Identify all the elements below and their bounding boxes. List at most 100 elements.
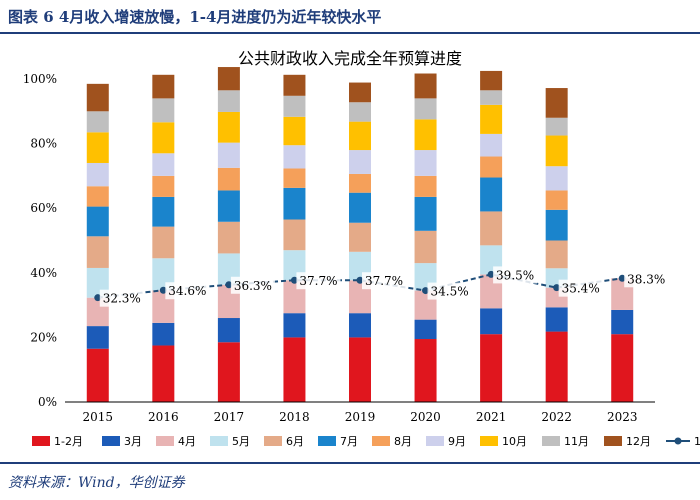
bar-segment (217, 67, 240, 91)
bar-segment (349, 173, 371, 193)
data-label-bg (362, 272, 406, 290)
bar-segment (283, 219, 306, 251)
figure-title: 图表 6 4月收入增速放慢，1-4月进度仍为近年较快水平 (8, 8, 382, 26)
x-tick-label: 2020 (410, 410, 441, 424)
bar-segment (349, 121, 371, 151)
bar-segment (217, 111, 240, 143)
bar-segment (349, 313, 371, 338)
x-tick-label: 2022 (541, 410, 572, 424)
bar-segment (414, 339, 437, 402)
legend-label: 6月 (286, 435, 304, 448)
bar-segment (283, 187, 306, 220)
data-label-bg (165, 282, 210, 300)
bar-segment (545, 166, 568, 191)
bar-segment (217, 90, 240, 112)
line-point (553, 284, 561, 292)
x-tick-label: 2016 (148, 410, 179, 424)
y-tick-label: 20% (30, 330, 57, 344)
bar-segment (349, 82, 371, 103)
figure-header: 图表 6 4月收入增速放慢，1-4月进度仍为近年较快水平 (0, 0, 700, 34)
figure-footer: 资料来源：Wind，华创证券 (0, 462, 700, 500)
bar-segment (152, 322, 175, 346)
bar-segment (283, 145, 306, 169)
y-tick-label: 40% (30, 266, 57, 280)
data-label-bg (99, 289, 144, 307)
legend-swatch (604, 436, 622, 446)
line-point (487, 270, 495, 278)
data-label: 35.4% (562, 282, 600, 296)
bar-segment (414, 119, 437, 151)
bar-segment (152, 74, 175, 99)
data-label: 39.5% (496, 268, 534, 282)
bar-segment (349, 102, 371, 122)
legend-label: 8月 (394, 435, 412, 448)
bar-segment (480, 156, 503, 178)
bar-segment (414, 98, 437, 120)
legend-swatch (372, 436, 390, 446)
data-label: 34.5% (430, 285, 468, 299)
bar-segment (545, 117, 568, 136)
data-label-bg (624, 270, 669, 288)
legend-swatch (426, 436, 444, 446)
bar-segment (217, 342, 240, 402)
line-point (356, 276, 364, 284)
bar-segment (414, 150, 437, 176)
data-label: 37.7% (365, 274, 403, 288)
bar-segment (545, 307, 568, 332)
bar-segment (283, 313, 306, 338)
bar-segment (349, 222, 371, 252)
bar-segment (349, 192, 371, 223)
bar-segment (217, 221, 240, 254)
bar-segment (86, 206, 109, 237)
legend-label: 10月 (502, 435, 527, 448)
legend-line-marker (674, 437, 682, 445)
bar-segment (152, 175, 175, 197)
bar-segment (283, 337, 306, 402)
bar-segment (217, 142, 240, 168)
legend-swatch (210, 436, 228, 446)
bar-segment (545, 135, 568, 167)
bar-segment (414, 196, 437, 231)
bar-segment (480, 133, 503, 157)
legend-swatch (102, 436, 120, 446)
budget-progress-chart: 公共财政收入完成全年预算进度 0% 20% 40% 60% 80% 100% 2015 2016… (23, 49, 700, 448)
line-point (94, 294, 102, 302)
bar-segment (480, 177, 503, 212)
line-point (422, 287, 430, 295)
legend-label: 4月 (178, 435, 196, 448)
bar-segment (152, 226, 175, 259)
y-tick-label: 80% (30, 137, 57, 151)
legend-label: 12月 (626, 435, 651, 448)
legend-swatch (480, 436, 498, 446)
legend-swatch (318, 436, 336, 446)
data-label-bg (296, 272, 341, 290)
data-label: 37.7% (299, 274, 337, 288)
bar-segment (152, 345, 175, 402)
bar-segment (545, 331, 568, 402)
data-label-bg (230, 276, 275, 294)
bar-segment (480, 70, 503, 91)
bar-segment (283, 116, 306, 146)
x-tick-label: 2017 (214, 410, 245, 424)
bar-segment (545, 209, 568, 241)
bar-segment (480, 90, 503, 105)
bar-segment (86, 348, 109, 402)
legend-label: 11月 (564, 435, 589, 448)
legend-swatch (32, 436, 50, 446)
bar-segment (414, 230, 437, 264)
bar-segment (414, 319, 437, 340)
bar-segment (217, 167, 240, 191)
bar-segment (152, 153, 175, 176)
bar-segment (217, 190, 240, 222)
bar-segment (86, 132, 109, 163)
bar-segment (611, 334, 634, 402)
bar-segment (152, 98, 175, 123)
bar-segment (414, 175, 437, 197)
y-tick-label: 100% (23, 72, 57, 86)
data-label: 38.3% (627, 272, 665, 286)
legend-label: 7月 (340, 435, 358, 448)
bar-segment (480, 334, 503, 402)
bar-segment (349, 337, 371, 402)
legend-swatch (264, 436, 282, 446)
bar-segment (86, 236, 109, 268)
